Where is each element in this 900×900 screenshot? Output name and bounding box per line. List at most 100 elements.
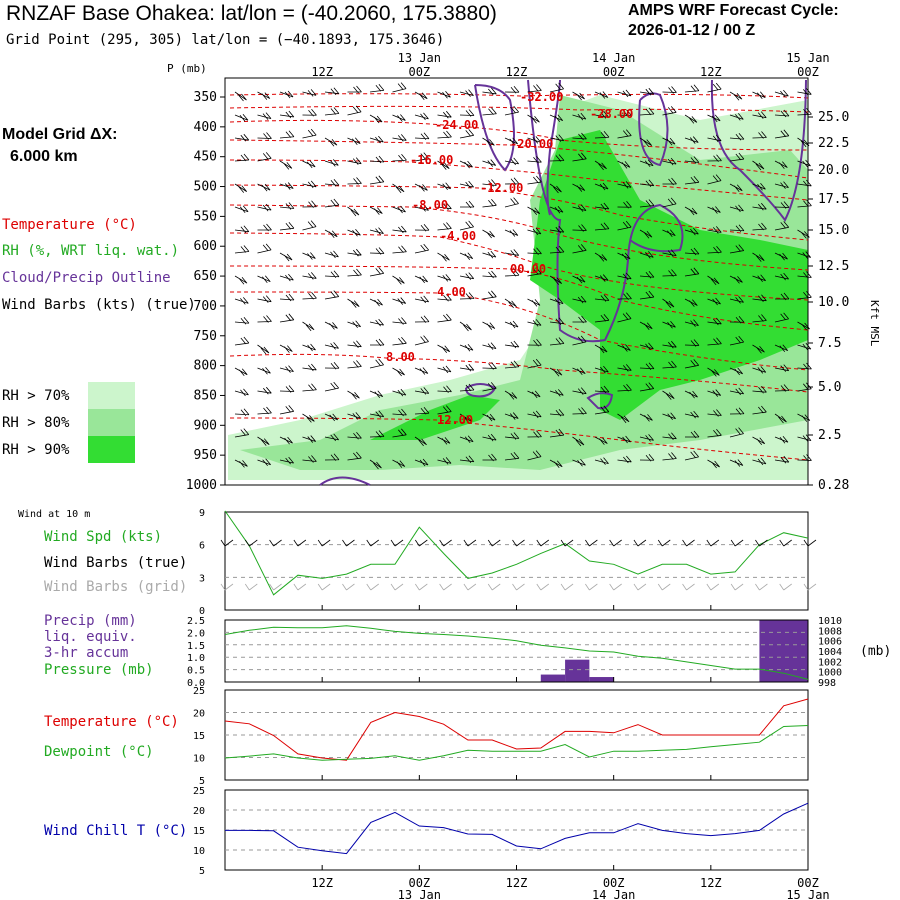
wind-barb [729,335,745,346]
y-tick-label: 1000 [818,668,842,679]
surface-wind-barb [682,539,695,547]
model-grid-label: Model Grid ΔX: [2,126,118,143]
wind-barb [482,433,497,442]
wind-barb [302,292,317,300]
wind-barb [392,297,407,305]
y-tick-label: 5 [199,776,205,787]
wind-barb [392,317,407,325]
wind-barb [662,452,677,461]
legend-dewpoint: Dewpoint (°C) [44,744,154,760]
wind-barb [729,183,743,193]
wind-barb [617,129,632,139]
wind-barb [482,413,496,422]
wind-barb [662,412,676,421]
height-label: 7.5 [818,336,841,351]
swatch-rh70 [88,382,135,409]
wind-barb [617,109,632,117]
wind-barb [437,252,450,262]
wind-barb [639,179,655,187]
pressure-label: 750 [194,329,217,344]
wind-barb [617,344,631,352]
wind-barb [774,89,789,98]
wind-barb [234,428,250,438]
wind-barb [324,290,340,300]
wind-barb [392,428,407,438]
wind-barb [549,408,565,417]
wind-chill-line [225,802,809,855]
temperature-contour-label: -24.00 [435,118,478,132]
temperature-contour [229,93,809,99]
wind-barb [662,390,675,400]
y-tick-label: 25 [193,786,205,797]
y-tick-label: 1002 [818,657,842,668]
pressure-label: 600 [194,239,217,254]
cloud-outline [527,79,684,343]
wind-barb [279,385,295,393]
wind-barb [414,132,430,140]
wind-barb [504,105,520,116]
wind-barb [617,364,632,372]
wind-barb [797,382,812,392]
temperature-contour-label: 00.00 [510,262,546,276]
wind-barb [707,206,721,214]
grid-wind-barb [293,583,307,591]
wind-barb [414,91,428,101]
wind-barb [662,86,677,94]
wind-barb [302,321,315,332]
surface-wind-barb [755,539,768,547]
wind-barb [504,360,520,369]
temperature-contour [229,353,809,393]
wind-barb [459,220,474,231]
temperature-contour-label: -28.00 [590,107,633,121]
wind-barb [369,247,385,255]
wind-barb [279,456,294,465]
wind-barb [279,436,293,445]
wind-barb [459,413,473,423]
wind-barb [392,134,407,142]
legend-temp2: Temperature (°C) [44,714,179,730]
wind-barb [707,246,722,254]
wind-barb [234,297,249,305]
wind-barb [302,108,317,117]
wind-barb [369,175,385,185]
wind-barb [527,84,542,93]
grid-wind-barb [415,583,428,591]
temperature-contour-label: 8.00 [386,350,415,364]
wind-barb [527,175,542,185]
surface-wind-barb [244,539,258,547]
surface-wind-barb [512,539,525,547]
wind-barb [662,320,676,329]
y-tick-label: 1008 [818,626,842,637]
wind-barb [324,342,339,350]
height-label: 25.0 [818,110,849,125]
wind-barb [549,114,564,122]
legend-rh90: RH > 90% [2,442,70,458]
wind-barb [302,435,317,443]
wind-barb [527,410,542,419]
wind-barb [549,245,565,254]
wind-barb [572,91,585,101]
wind-barb [504,452,520,461]
surface-wind-barb [585,539,598,547]
wind-barb [684,319,699,327]
wind-barb [572,315,587,324]
wind-barb [707,297,721,306]
wind-barb [437,457,452,465]
wind-barb [594,91,609,99]
wind-barb [324,433,340,442]
wind-barb [572,387,587,395]
wind-barb [707,459,720,469]
wind-barb [482,342,497,350]
wind-barb [707,317,722,326]
wind-barb [752,385,767,394]
wind-barb [437,202,452,210]
height-label: 12.5 [818,259,849,274]
wind-barb [594,436,608,445]
wind-barb [797,179,812,188]
grid-wind-barb [730,583,744,591]
wind-barb [302,343,316,352]
wind-barb [437,160,450,170]
wind-barb [549,297,564,306]
wind-barb [459,129,475,139]
